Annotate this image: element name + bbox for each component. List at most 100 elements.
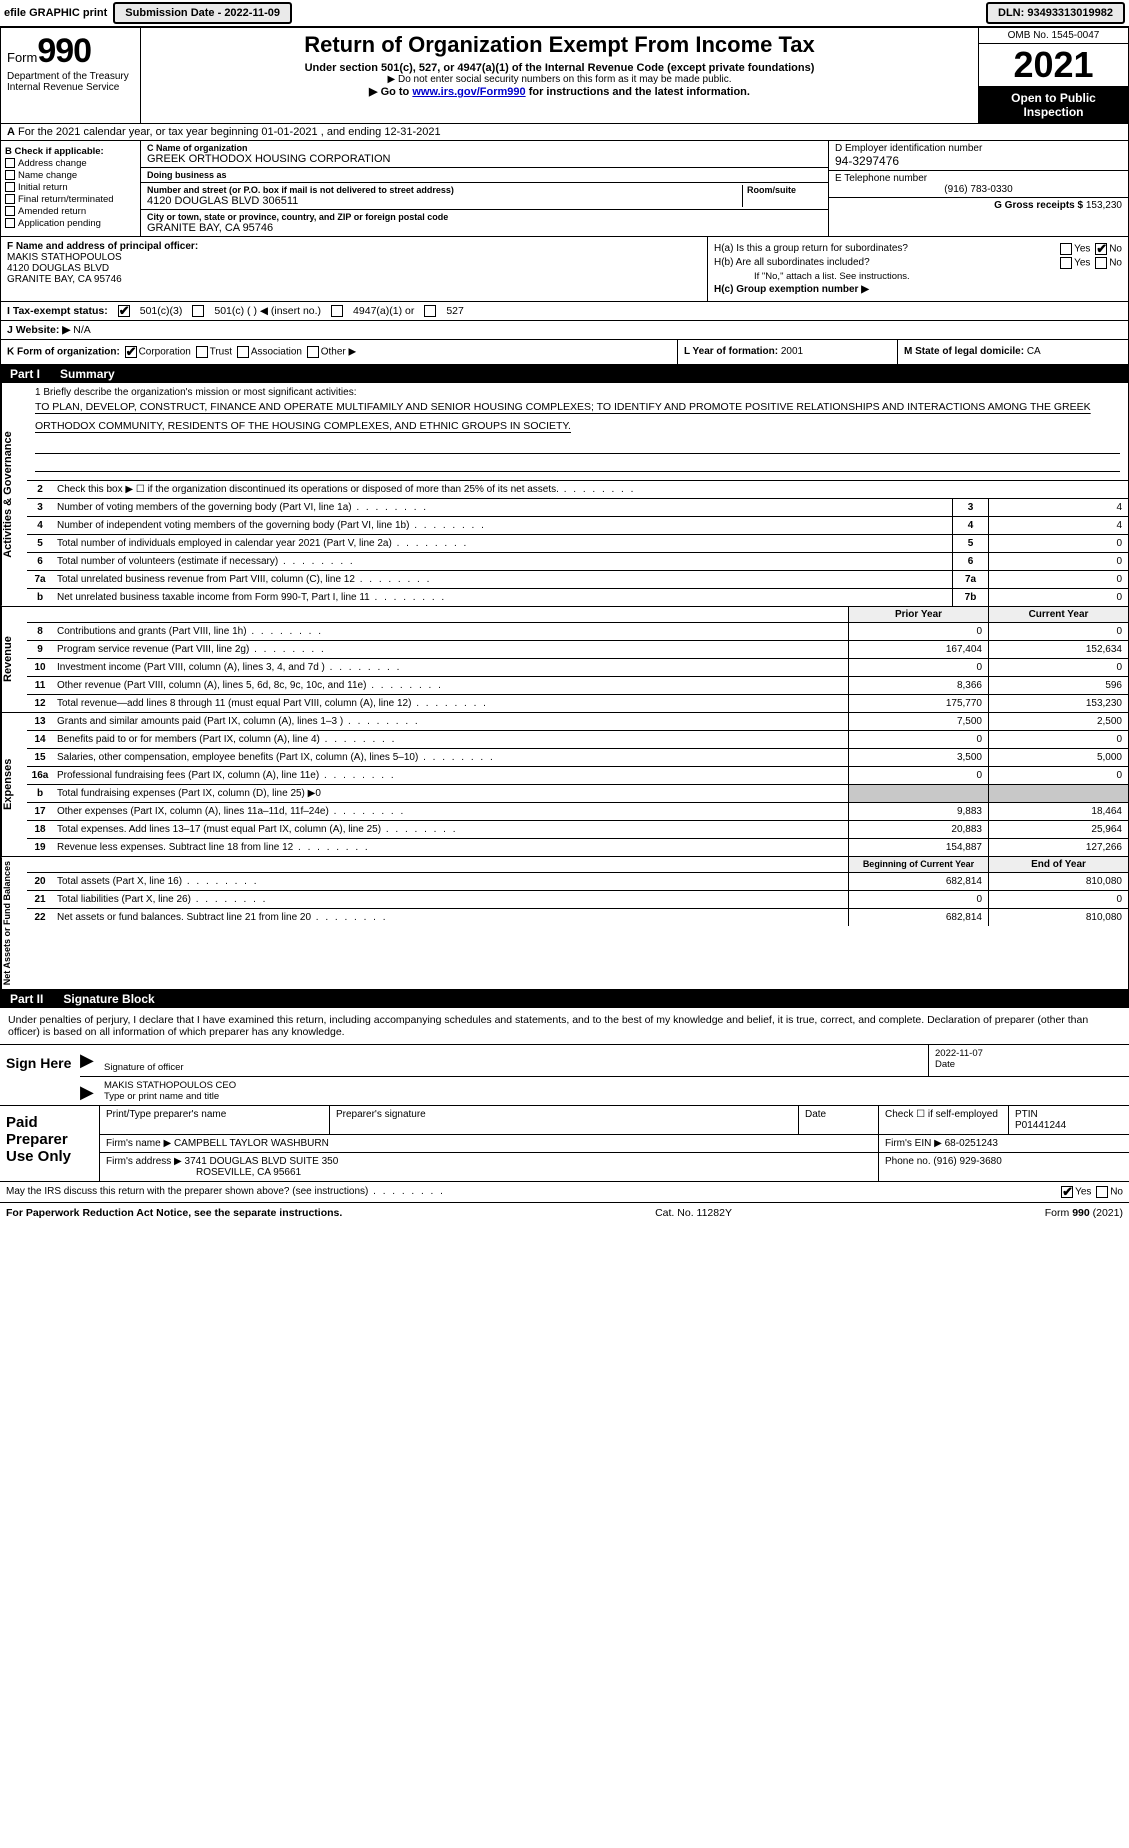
- gov-row: 5Total number of individuals employed in…: [27, 535, 1128, 553]
- row-num: 6: [27, 553, 53, 570]
- data-row: 21Total liabilities (Part X, line 26)00: [27, 891, 1128, 909]
- sign-date: 2022-11-07: [935, 1048, 1123, 1059]
- data-row: 14Benefits paid to or for members (Part …: [27, 731, 1128, 749]
- year-form-value: 2001: [781, 346, 803, 357]
- ha-yes[interactable]: [1060, 243, 1072, 255]
- data-row: 18Total expenses. Add lines 13–17 (must …: [27, 821, 1128, 839]
- data-row: 10Investment income (Part VIII, column (…: [27, 659, 1128, 677]
- header-left: Form990 Department of the TreasuryIntern…: [1, 28, 141, 123]
- row-box: 5: [952, 535, 988, 552]
- mission-label: 1 Briefly describe the organization's mi…: [35, 387, 1120, 398]
- discuss-no[interactable]: [1096, 1186, 1108, 1198]
- goto-suffix: for instructions and the latest informat…: [526, 86, 750, 98]
- row-text: Total number of individuals employed in …: [53, 535, 952, 552]
- chk-527[interactable]: [424, 305, 436, 317]
- chk-4947[interactable]: [331, 305, 343, 317]
- section-governance: Activities & Governance 1 Briefly descri…: [1, 383, 1128, 606]
- room-label: Room/suite: [747, 185, 822, 195]
- firm-addr1: 3741 DOUGLAS BLVD SUITE 350: [185, 1156, 339, 1167]
- row-current: 0: [988, 623, 1128, 640]
- row-current: 2,500: [988, 713, 1128, 730]
- row-num: 9: [27, 641, 53, 658]
- chk-name-change[interactable]: [5, 170, 15, 180]
- row-prior: 9,883: [848, 803, 988, 820]
- chk-other[interactable]: [307, 346, 319, 358]
- line-m: M State of legal domicile: CA: [898, 340, 1128, 364]
- chk-trust[interactable]: [196, 346, 208, 358]
- ha-no[interactable]: [1095, 243, 1107, 255]
- footer: For Paperwork Reduction Act Notice, see …: [0, 1203, 1129, 1223]
- line-a: A For the 2021 calendar year, or tax yea…: [0, 124, 1129, 141]
- hb-no[interactable]: [1095, 257, 1107, 269]
- blank-line: [35, 440, 1120, 454]
- officer-label: F Name and address of principal officer:: [7, 241, 198, 252]
- opt-app-pending: Application pending: [18, 218, 101, 229]
- sign-here-label: Sign Here: [0, 1045, 80, 1105]
- row-box: 6: [952, 553, 988, 570]
- prep-name-label: Print/Type preparer's name: [100, 1106, 330, 1134]
- discuss-yes[interactable]: [1061, 1186, 1073, 1198]
- row-current: 0: [988, 659, 1128, 676]
- dln-button[interactable]: DLN: 93493313019982: [986, 2, 1125, 24]
- block-bcd: B Check if applicable: Address change Na…: [0, 141, 1129, 237]
- hb-yes[interactable]: [1060, 257, 1072, 269]
- row-text: Total unrelated business revenue from Pa…: [53, 571, 952, 588]
- arrow-icon: ▶: [80, 1045, 98, 1076]
- prep-sig-label: Preparer's signature: [330, 1106, 799, 1134]
- sidebar-expenses: Expenses: [1, 713, 27, 856]
- hdr-current-year: Current Year: [988, 607, 1128, 622]
- omb-number: OMB No. 1545-0047: [979, 28, 1128, 44]
- street-address: 4120 DOUGLAS BLVD 306511: [147, 195, 742, 207]
- block-h: H(a) Is this a group return for subordin…: [708, 237, 1128, 301]
- section-expenses: Expenses 13Grants and similar amounts pa…: [1, 712, 1128, 856]
- data-row: 8Contributions and grants (Part VIII, li…: [27, 623, 1128, 641]
- gov-row: bNet unrelated business taxable income f…: [27, 589, 1128, 606]
- row-prior: 0: [848, 731, 988, 748]
- opt-501c: 501(c) ( ) ◀ (insert no.): [214, 305, 321, 317]
- website-label: J Website: ▶: [7, 324, 70, 336]
- preparer-block: Paid Preparer Use Only Print/Type prepar…: [0, 1106, 1129, 1182]
- form-title: Return of Organization Exempt From Incom…: [147, 32, 972, 58]
- chk-501c[interactable]: [192, 305, 204, 317]
- submission-date-button[interactable]: Submission Date - 2022-11-09: [113, 2, 292, 24]
- block-klm: K Form of organization: Corporation Trus…: [0, 340, 1129, 365]
- row-current: 810,080: [988, 873, 1128, 890]
- row-num: 8: [27, 623, 53, 640]
- line-l: L Year of formation: 2001: [678, 340, 898, 364]
- chk-amended[interactable]: [5, 206, 15, 216]
- chk-501c3[interactable]: [118, 305, 130, 317]
- gov-row: 3Number of voting members of the governi…: [27, 499, 1128, 517]
- row-val: 4: [988, 499, 1128, 516]
- sidebar-net: Net Assets or Fund Balances: [1, 857, 27, 989]
- irs-link[interactable]: www.irs.gov/Form990: [412, 86, 525, 98]
- chk-corporation[interactable]: [125, 346, 137, 358]
- efile-label: efile GRAPHIC print: [4, 7, 107, 19]
- ptin-label: PTIN: [1015, 1109, 1123, 1120]
- chk-application-pending[interactable]: [5, 218, 15, 228]
- chk-address-change[interactable]: [5, 158, 15, 168]
- row-num: 11: [27, 677, 53, 694]
- data-row: 12Total revenue—add lines 8 through 11 (…: [27, 695, 1128, 712]
- data-row: 20Total assets (Part X, line 16)682,8148…: [27, 873, 1128, 891]
- net-col-headers: Beginning of Current Year End of Year: [27, 857, 1128, 873]
- row-text: Revenue less expenses. Subtract line 18 …: [53, 839, 848, 856]
- block-b-label: B Check if applicable:: [5, 146, 136, 157]
- signature-label: Signature of officer: [104, 1062, 922, 1073]
- chk-initial-return[interactable]: [5, 182, 15, 192]
- row-num: 17: [27, 803, 53, 820]
- gross-value: 153,230: [1086, 200, 1122, 211]
- org-name: GREEK ORTHODOX HOUSING CORPORATION: [147, 153, 822, 165]
- firm-addr2: ROSEVILLE, CA 95661: [106, 1167, 301, 1178]
- chk-final-return[interactable]: [5, 194, 15, 204]
- row-text: Program service revenue (Part VIII, line…: [53, 641, 848, 658]
- row-current: 810,080: [988, 909, 1128, 926]
- form-org-label: K Form of organization:: [7, 347, 120, 358]
- goto-line: ▶ Go to www.irs.gov/Form990 for instruct…: [147, 85, 972, 98]
- row-num: 5: [27, 535, 53, 552]
- row-prior: 682,814: [848, 909, 988, 926]
- chk-association[interactable]: [237, 346, 249, 358]
- footer-right: Form 990 (2021): [1045, 1207, 1123, 1219]
- hdr-prior-year: Prior Year: [848, 607, 988, 622]
- form-word: Form: [7, 50, 37, 65]
- firm-ein-label: Firm's EIN ▶: [885, 1138, 942, 1149]
